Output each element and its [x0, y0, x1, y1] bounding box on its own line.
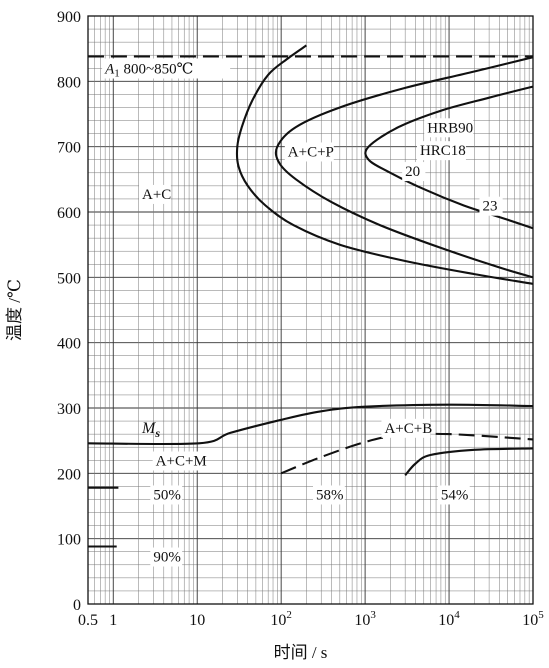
label-backdrop	[381, 418, 431, 438]
y-tick-label: 500	[57, 270, 81, 287]
curves	[87, 44, 534, 548]
percent-label: 90%	[153, 550, 181, 566]
curve-5	[280, 432, 534, 475]
label-backdrop	[479, 196, 503, 216]
x-tick-label: 105	[522, 609, 544, 629]
a1-label: A1 800~850℃	[104, 61, 193, 79]
label-backdrop	[152, 451, 202, 471]
y-tick-label: 200	[57, 466, 81, 483]
x-tick-label: 0.5	[78, 612, 98, 629]
label-backdrop	[402, 162, 426, 182]
y-tick-label: 900	[57, 9, 81, 26]
percent-label: 58%	[316, 487, 344, 503]
label-backdrop	[437, 485, 470, 505]
label-backdrop	[150, 547, 183, 567]
region-label: A+C	[142, 187, 171, 203]
x-axis-label: 时间 / s	[274, 643, 328, 662]
ms-label: Ms	[141, 420, 160, 440]
region-label: A+C+M	[156, 453, 207, 469]
x-tick-label: 103	[354, 609, 376, 629]
label-backdrop	[102, 58, 231, 79]
label-backdrop	[312, 485, 345, 505]
curve-2	[274, 56, 534, 279]
x-tick-label: 10	[189, 612, 205, 629]
label-backdrop	[284, 142, 334, 162]
y-tick-label: 800	[57, 74, 81, 91]
y-tick-label: 700	[57, 140, 81, 157]
y-tick-label: 100	[57, 532, 81, 549]
plot-frame	[87, 15, 534, 605]
x-tick-label: 1	[109, 612, 117, 629]
region-label: HRB90	[427, 120, 473, 136]
curve-6	[404, 447, 534, 476]
tick-labels: 0 100 200 300 400 500 600 700 800 900 0.5 1 10 102 103…	[57, 9, 544, 629]
region-label: HRC18	[420, 143, 466, 159]
label-backdrop	[139, 184, 171, 204]
y-tick-label: 300	[57, 401, 81, 418]
y-tick-label: 400	[57, 336, 81, 353]
region-label: A+C+P	[288, 144, 334, 160]
y-tick-label: 0	[73, 597, 81, 614]
percent-label: 50%	[153, 487, 181, 503]
curve-4	[87, 403, 534, 446]
percent-label: 54%	[441, 487, 469, 503]
label-backdrop	[424, 118, 474, 138]
label-backdrop	[150, 485, 183, 505]
curve-3	[364, 85, 534, 230]
x-tick-label: 104	[438, 609, 460, 629]
region-label: A+C+B	[384, 421, 432, 437]
grid	[88, 15, 533, 605]
curve-1	[235, 44, 534, 285]
y-tick-label: 600	[57, 205, 81, 222]
region-label: 20	[405, 164, 420, 180]
x-tick-label: 102	[270, 609, 292, 629]
region-label: 23	[482, 199, 497, 215]
y-axis-label: 温度 /℃	[5, 279, 24, 341]
label-backdrop	[416, 141, 466, 161]
